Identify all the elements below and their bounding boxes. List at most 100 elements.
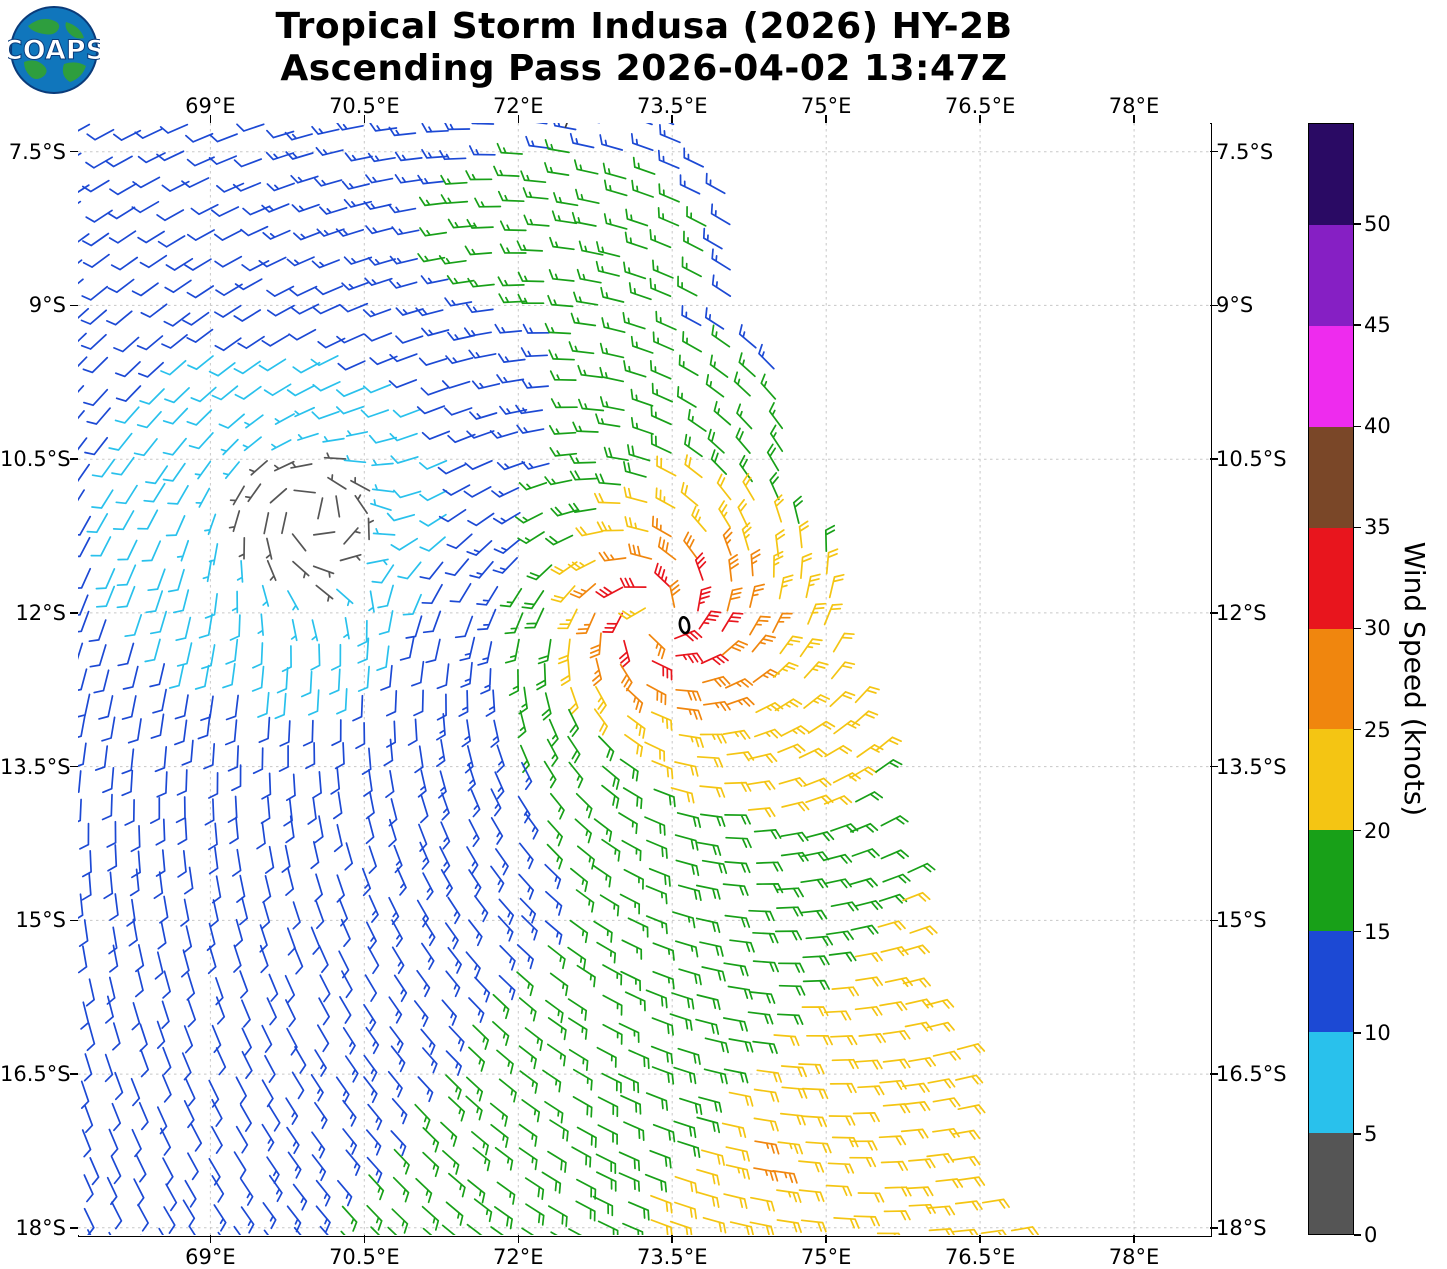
colorbar-tick-mark	[1354, 526, 1361, 529]
colorbar-tick-mark	[1354, 728, 1361, 731]
lon-tick-label-bottom: 72°E	[493, 1245, 544, 1269]
x-tick-mark	[671, 1235, 673, 1243]
colorbar-segment	[1309, 931, 1353, 1033]
x-tick-mark	[825, 1235, 827, 1243]
lat-tick-label-right: 9°S	[1216, 293, 1254, 318]
x-tick-mark	[209, 115, 212, 123]
logo-text: COAPS	[8, 35, 100, 66]
colorbar-segment	[1309, 124, 1353, 225]
lon-tick-label-bottom: 78°E	[1108, 1245, 1160, 1269]
lat-tick-label-left: 7.5°S	[8, 139, 66, 164]
title-line-1: Tropical Storm Indusa (2026) HY-2B	[275, 6, 1013, 47]
gridlines	[78, 123, 1210, 1235]
lat-tick-label-right: 15°S	[1216, 908, 1267, 933]
title-line-2: Ascending Pass 2026-04-02 13:47Z	[280, 48, 1008, 90]
y-tick-mark	[70, 1073, 78, 1075]
storm-center-mark	[678, 615, 691, 635]
x-tick-mark	[209, 1235, 212, 1243]
x-tick-mark	[979, 115, 981, 123]
colorbar-label: Wind Speed (knots)	[1398, 541, 1431, 817]
lat-tick-label-left: 13.5°S	[0, 754, 71, 779]
colorbar-tick-label: 30	[1364, 616, 1391, 641]
lon-tick-label-bottom: 73.5°E	[636, 1245, 708, 1269]
colorbar-tick-mark	[1354, 1234, 1361, 1236]
lon-tick-label-bottom: 76.5°E	[944, 1245, 1016, 1269]
lon-tick-label-bottom: 75°E	[800, 1245, 852, 1269]
lon-tick-label-top: 70.5°E	[329, 94, 400, 118]
colorbar-tick-label: 10	[1364, 1020, 1391, 1045]
colorbar-tick-mark	[1354, 829, 1361, 832]
colorbar-segment	[1309, 1133, 1353, 1234]
lat-tick-label-left: 18°S	[15, 1215, 66, 1240]
y-tick-mark	[1210, 1227, 1218, 1229]
chart-title: Tropical Storm Indusa (2026) HY-2B Ascen…	[78, 6, 1210, 90]
colorbar-tick-label: 50	[1364, 212, 1391, 237]
colorbar-tick-mark	[1354, 223, 1361, 225]
y-tick-mark	[1210, 765, 1218, 768]
lat-tick-label-left: 9°S	[28, 293, 66, 318]
colorbar	[1308, 123, 1354, 1235]
lon-tick-label-top: 76.5°E	[944, 94, 1016, 118]
lon-tick-label-top: 69°E	[185, 94, 236, 118]
lon-tick-label-top: 78°E	[1108, 94, 1160, 118]
x-tick-mark	[979, 1235, 981, 1243]
lat-tick-label-right: 13.5°S	[1216, 754, 1287, 779]
coaps-logo: COAPS	[8, 6, 100, 94]
y-tick-mark	[70, 150, 78, 153]
lon-tick-label-top: 72°E	[493, 94, 544, 118]
extra-barbs	[564, 123, 568, 128]
y-tick-mark	[70, 612, 78, 614]
x-tick-mark	[1133, 115, 1135, 123]
lon-tick-label-top: 75°E	[800, 94, 852, 118]
lat-tick-label-right: 12°S	[1216, 600, 1267, 625]
y-tick-mark	[70, 458, 78, 460]
colorbar-tick-label: 0	[1364, 1223, 1378, 1247]
lon-tick-label-bottom: 69°E	[185, 1245, 236, 1269]
x-tick-mark	[517, 115, 520, 123]
colorbar-tick-label: 15	[1364, 919, 1391, 944]
lon-tick-label-top: 73.5°E	[636, 94, 708, 118]
colorbar-segment	[1309, 628, 1353, 730]
colorbar-tick-label: 20	[1364, 818, 1391, 843]
y-tick-mark	[70, 765, 78, 768]
colorbar-segment	[1309, 729, 1353, 831]
y-tick-mark	[70, 919, 78, 922]
wind-barb-plot	[78, 123, 1210, 1235]
lat-tick-label-right: 16.5°S	[1216, 1062, 1287, 1087]
y-tick-mark	[1210, 1073, 1218, 1075]
y-tick-mark	[70, 1227, 78, 1229]
colorbar-segment	[1309, 830, 1353, 932]
lat-tick-label-left: 10.5°S	[0, 447, 71, 472]
colorbar-tick-label: 5	[1364, 1121, 1378, 1146]
colorbar-segment	[1309, 325, 1353, 427]
wind-barbs	[78, 123, 1039, 1235]
y-tick-mark	[1210, 919, 1218, 922]
colorbar-tick-mark	[1354, 324, 1361, 326]
lat-tick-label-left: 15°S	[15, 908, 66, 933]
y-tick-mark	[70, 304, 78, 307]
colorbar-tick-label: 25	[1364, 717, 1391, 742]
x-tick-mark	[1133, 1235, 1135, 1243]
lat-tick-label-right: 10.5°S	[1216, 447, 1287, 472]
y-tick-mark	[1210, 150, 1218, 153]
colorbar-segment	[1309, 426, 1353, 528]
colorbar-segment	[1309, 224, 1353, 326]
colorbar-tick-mark	[1354, 627, 1361, 630]
colorbar-tick-mark	[1354, 1032, 1361, 1034]
x-tick-mark	[825, 115, 827, 123]
lat-tick-label-left: 16.5°S	[0, 1062, 71, 1087]
colorbar-tick-mark	[1354, 930, 1361, 933]
colorbar-tick-label: 40	[1364, 414, 1391, 439]
y-tick-mark	[1210, 304, 1218, 307]
colorbar-tick-mark	[1354, 425, 1361, 428]
colorbar-tick-mark	[1354, 1133, 1361, 1135]
lat-tick-label-right: 7.5°S	[1216, 139, 1274, 164]
x-tick-mark	[517, 1235, 520, 1243]
colorbar-tick-label: 45	[1364, 313, 1391, 338]
colorbar-tick-label: 35	[1364, 515, 1391, 540]
lat-tick-label-left: 12°S	[15, 600, 66, 625]
colorbar-segment	[1309, 1032, 1353, 1134]
y-tick-mark	[1210, 458, 1218, 460]
y-tick-mark	[1210, 612, 1218, 614]
x-tick-mark	[363, 1235, 366, 1243]
